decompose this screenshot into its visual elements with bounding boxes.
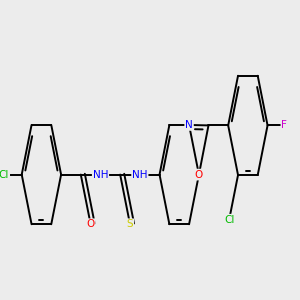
Text: S: S xyxy=(127,219,133,229)
Text: O: O xyxy=(86,219,95,229)
Text: Cl: Cl xyxy=(0,169,9,180)
Text: NH: NH xyxy=(132,169,148,180)
Text: F: F xyxy=(281,120,287,130)
Text: O: O xyxy=(195,169,203,180)
Text: NH: NH xyxy=(93,169,108,180)
Text: N: N xyxy=(185,120,193,130)
Text: Cl: Cl xyxy=(224,215,234,225)
